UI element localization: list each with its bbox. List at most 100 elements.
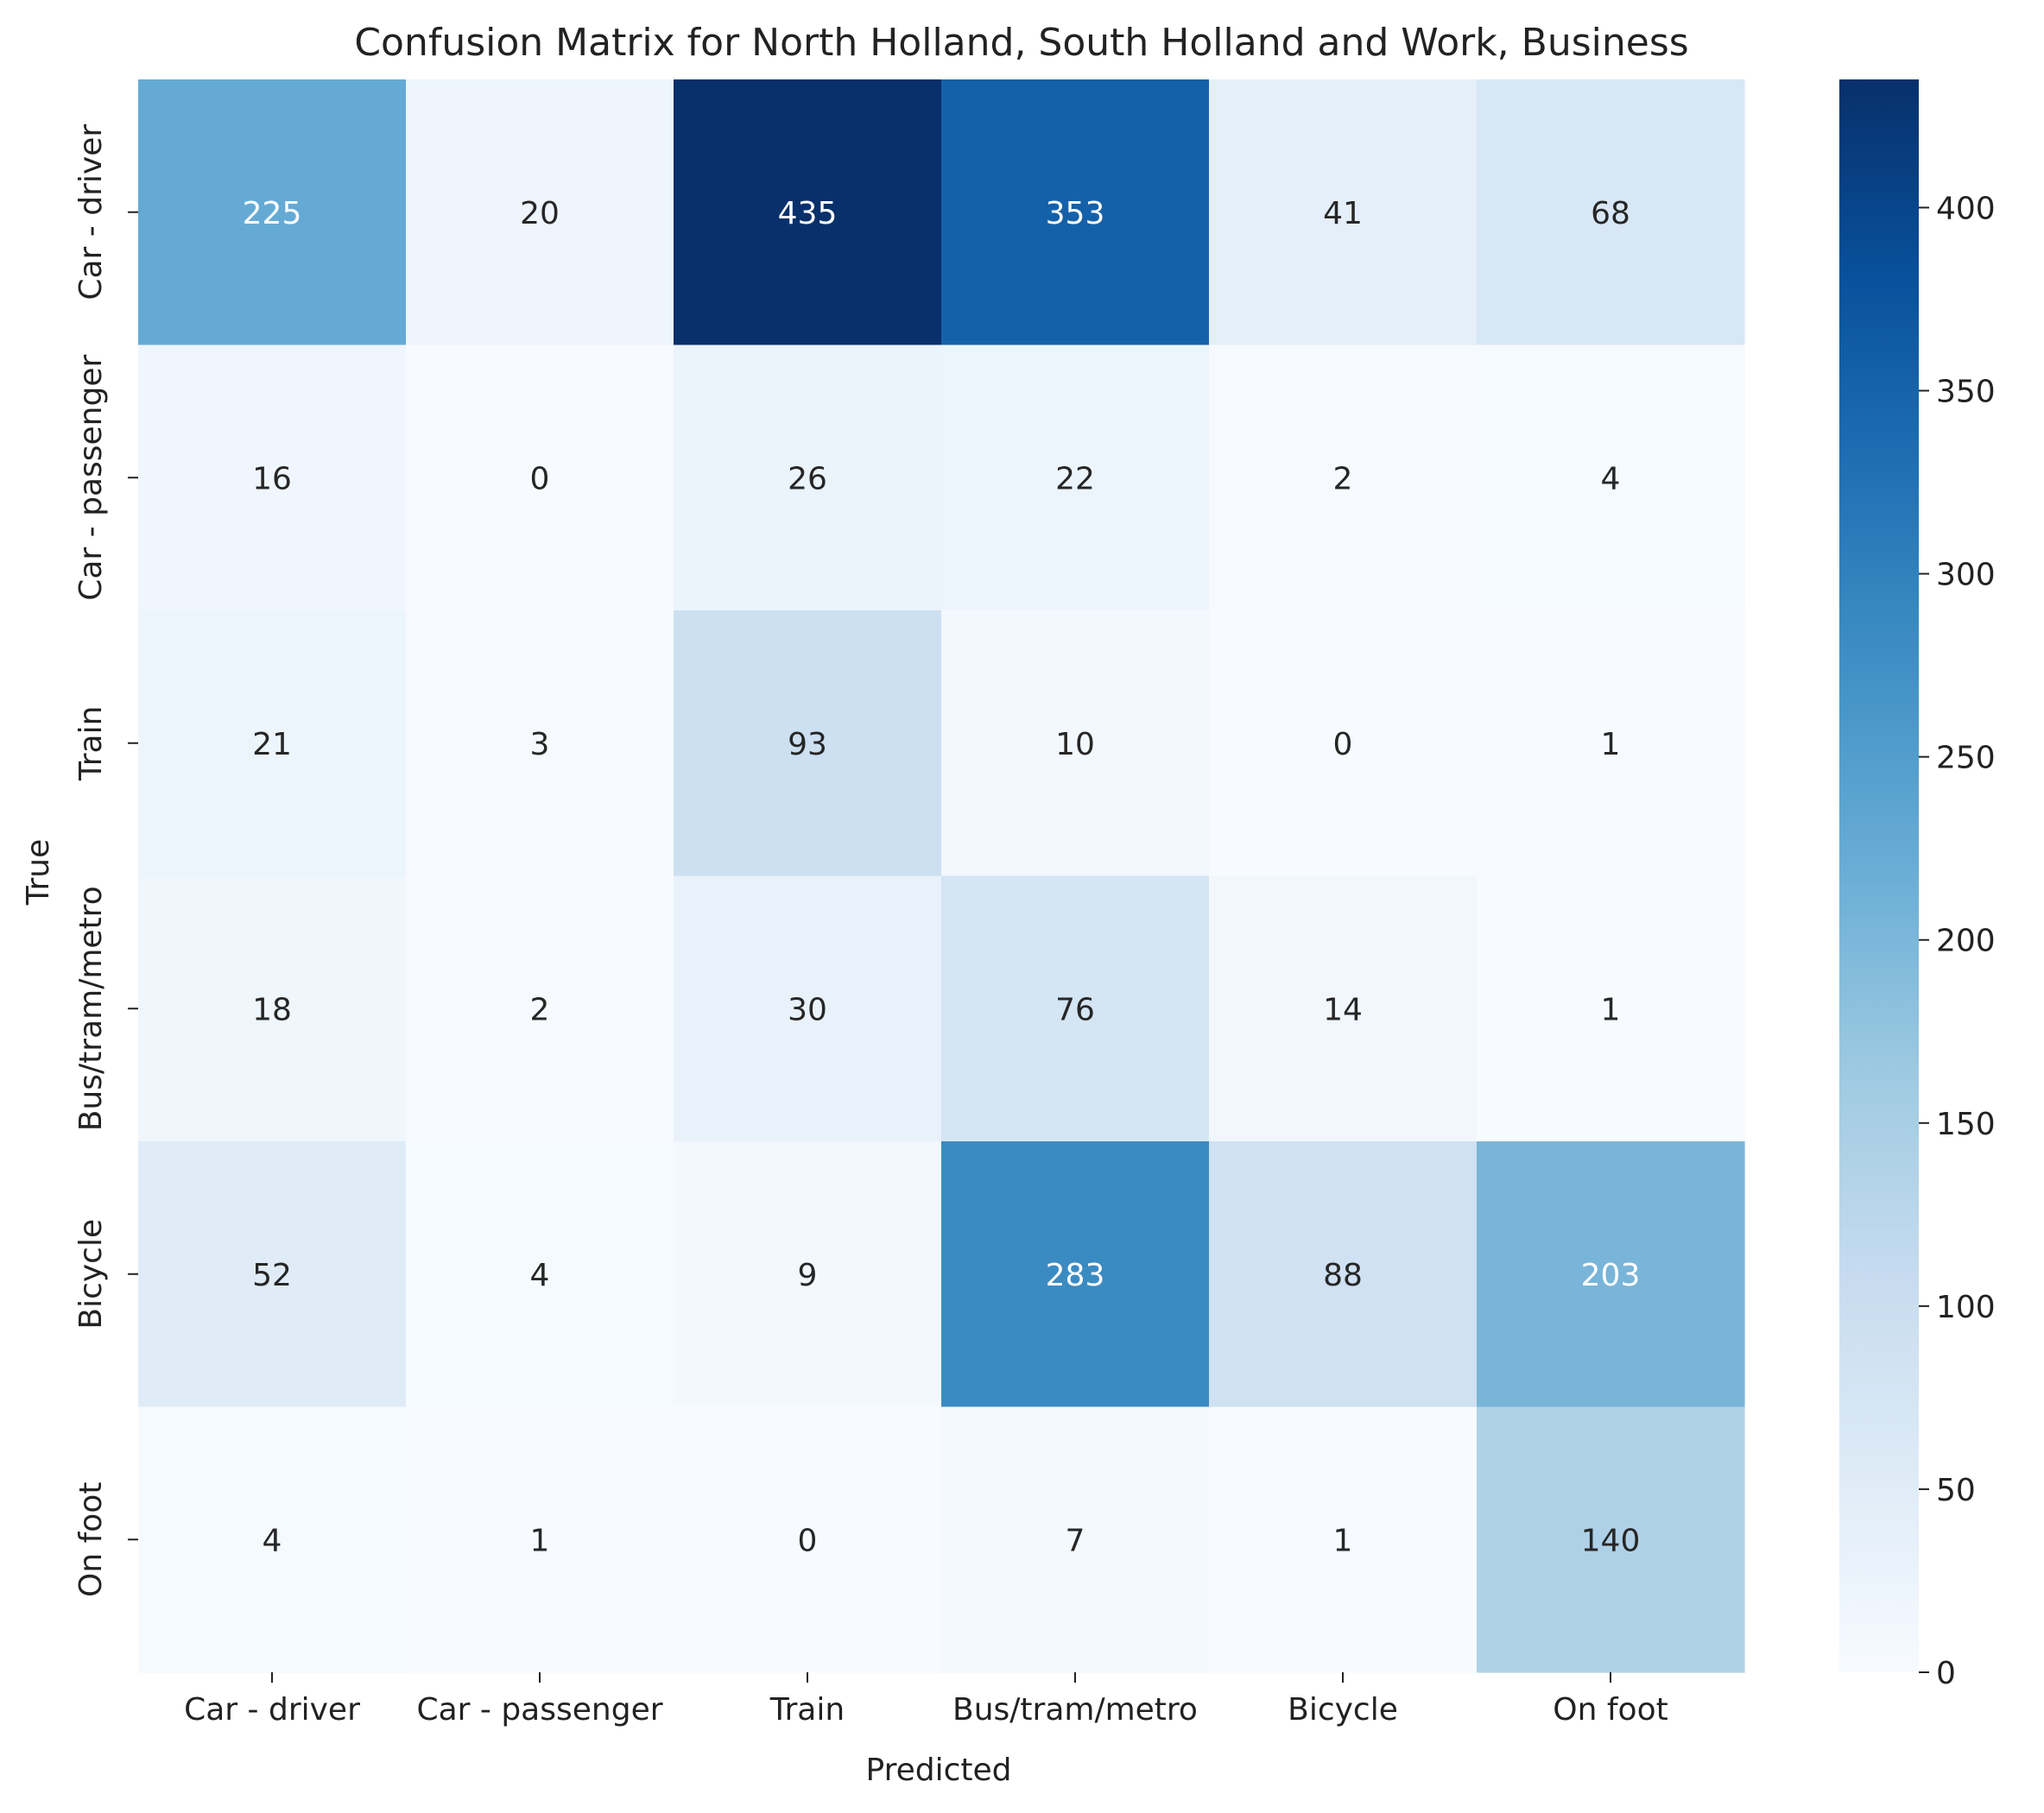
heatmap-cell <box>138 875 407 1142</box>
cell-value-label: 2 <box>1333 461 1353 496</box>
heatmap-cell <box>1209 1406 1478 1673</box>
heatmap-cell <box>138 344 407 611</box>
x-tick-label: Car - driver <box>184 1692 360 1728</box>
cell-value-label: 4 <box>263 1523 282 1558</box>
heatmap-cell <box>941 875 1210 1142</box>
colorbar: 0 50 100 150 200 250 300 350 400 <box>1839 79 1996 1691</box>
cell-value-label: 1 <box>530 1523 550 1558</box>
heatmap-cell <box>406 610 674 877</box>
y-tick-label: Train <box>73 706 109 781</box>
y-axis: Car - driver Car - passenger Train Bus/tram… <box>73 124 138 1597</box>
cell-value-label: 22 <box>1055 461 1095 496</box>
heatmap-cell <box>406 1406 674 1673</box>
cell-value-label: 41 <box>1323 196 1363 231</box>
heatmap-cell <box>138 1141 407 1408</box>
cell-value-label: 9 <box>798 1258 818 1293</box>
cell-value-label: 0 <box>530 461 550 496</box>
colorbar-tick-label: 50 <box>1936 1473 1976 1508</box>
x-tick-label: Bicycle <box>1288 1692 1398 1728</box>
chart-title: Confusion Matrix for North Holland, Sout… <box>354 21 1688 65</box>
colorbar-tick-label: 0 <box>1936 1656 1956 1691</box>
cell-value-label: 4 <box>530 1258 550 1293</box>
cell-value-label: 10 <box>1055 727 1095 762</box>
heatmap-cell <box>1209 344 1478 611</box>
heatmap-cell <box>1477 1141 1745 1408</box>
y-tick-label: Car - driver <box>73 124 109 300</box>
heatmap-cell <box>1477 875 1745 1142</box>
heatmap-cell <box>674 79 942 346</box>
cell-value-label: 4 <box>1601 461 1621 496</box>
cell-value-label: 435 <box>778 196 838 231</box>
cell-value-label: 1 <box>1601 992 1621 1027</box>
cell-value-label: 0 <box>1333 727 1353 762</box>
heatmap-cell <box>941 1141 1210 1408</box>
x-axis-label: Predicted <box>866 1753 1012 1788</box>
heatmap-cell <box>674 344 942 611</box>
heatmap-cell <box>1209 79 1478 346</box>
heatmap-cell <box>1477 610 1745 877</box>
x-axis: Car - driver Car - passenger Train Bus/tram… <box>184 1672 1668 1728</box>
heatmap-cell <box>941 1406 1210 1673</box>
colorbar-tick-label: 350 <box>1936 375 1996 410</box>
heatmap-cell <box>674 875 942 1142</box>
heatmap-cell <box>1477 344 1745 611</box>
cell-value-label: 26 <box>788 461 827 496</box>
colorbar-tick-label: 200 <box>1936 924 1996 959</box>
heatmap-cell <box>1477 79 1745 346</box>
cell-value-label: 140 <box>1581 1523 1641 1558</box>
x-tick-label: On foot <box>1553 1692 1667 1728</box>
cell-value-label: 203 <box>1581 1258 1641 1293</box>
heatmap-cell <box>138 1406 407 1673</box>
cell-value-label: 52 <box>252 1258 292 1293</box>
cell-value-label: 30 <box>788 992 827 1027</box>
colorbar-tick-label: 250 <box>1936 741 1996 776</box>
cell-value-label: 0 <box>798 1523 818 1558</box>
y-tick-label: On foot <box>73 1482 109 1597</box>
cell-value-label: 2 <box>530 992 550 1027</box>
cell-value-label: 14 <box>1323 992 1363 1027</box>
heatmap-cell <box>1209 610 1478 877</box>
cell-value-label: 353 <box>1046 196 1105 231</box>
heatmap-cell <box>941 79 1210 346</box>
heatmap-cell <box>138 610 407 877</box>
cell-value-label: 20 <box>520 196 560 231</box>
colorbar-tick-label: 150 <box>1936 1107 1996 1142</box>
cell-value-label: 21 <box>252 727 292 762</box>
y-tick-label: Bus/tram/metro <box>73 886 109 1131</box>
heatmap-cell <box>406 1141 674 1408</box>
colorbar-gradient <box>1839 79 1919 1672</box>
x-tick-label: Bus/tram/metro <box>952 1692 1198 1728</box>
heatmap-cell <box>941 610 1210 877</box>
colorbar-tick-label: 400 <box>1936 191 1996 226</box>
x-tick-label: Car - passenger <box>416 1692 662 1728</box>
cell-value-label: 88 <box>1323 1258 1363 1293</box>
heatmap-cell <box>1209 1141 1478 1408</box>
heatmap-cell <box>674 1141 942 1408</box>
cell-value-label: 1 <box>1333 1523 1353 1558</box>
heatmap-cell <box>406 875 674 1142</box>
heatmap-cell <box>674 1406 942 1673</box>
cell-value-label: 1 <box>1601 727 1621 762</box>
cell-value-label: 16 <box>252 461 292 496</box>
cell-value-label: 18 <box>252 992 292 1027</box>
colorbar-tick-label: 300 <box>1936 558 1996 593</box>
heatmap-cell <box>674 610 942 877</box>
heatmap-cell <box>1477 1406 1745 1673</box>
cell-value-label: 3 <box>530 727 550 762</box>
heatmap-cell <box>406 79 674 346</box>
cell-value-label: 225 <box>243 196 302 231</box>
y-tick-label: Car - passenger <box>73 355 109 601</box>
y-axis-label: True <box>21 839 56 906</box>
cell-value-label: 283 <box>1046 1258 1105 1293</box>
colorbar-tick-label: 100 <box>1936 1290 1996 1325</box>
heatmap-cell <box>941 344 1210 611</box>
heatmap-cell <box>406 344 674 611</box>
y-tick-label: Bicycle <box>73 1219 109 1330</box>
x-tick-label: Train <box>769 1692 845 1728</box>
heatmap-cell <box>1209 875 1478 1142</box>
heatmap-cell <box>138 79 407 346</box>
cell-value-label: 68 <box>1591 196 1630 231</box>
cell-value-label: 7 <box>1066 1523 1085 1558</box>
